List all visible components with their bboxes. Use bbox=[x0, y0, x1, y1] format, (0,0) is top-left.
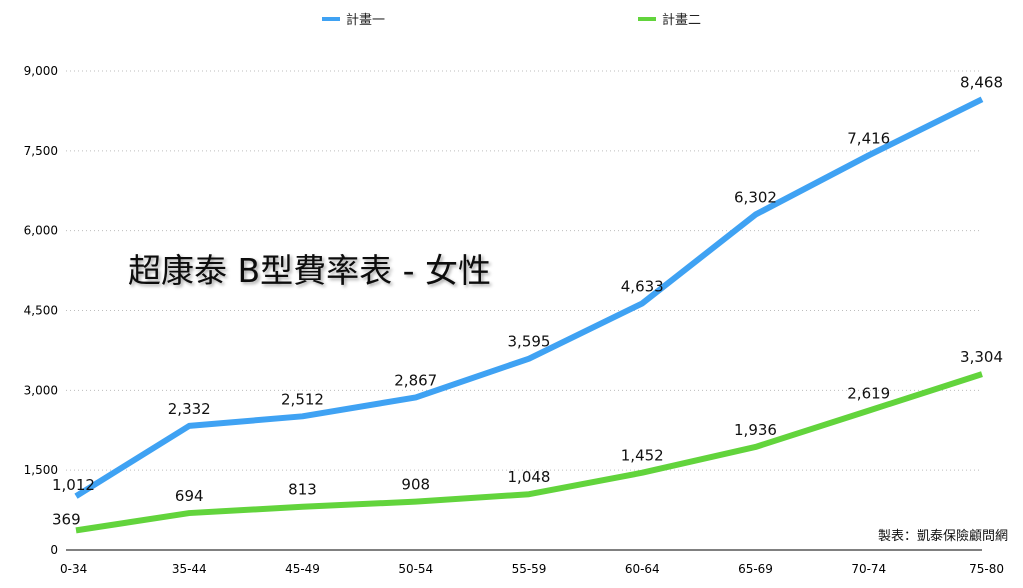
data-label: 2,867 bbox=[394, 371, 437, 389]
data-label: 4,633 bbox=[621, 277, 664, 295]
x-tick-label: 50-54 bbox=[398, 562, 433, 576]
x-tick-label: 65-69 bbox=[738, 562, 773, 576]
x-axis-ticks: 0-34 35-44 45-49 50-54 55-59 60-64 65-69 70-74 7… bbox=[60, 562, 1004, 576]
series-lines bbox=[74, 96, 984, 534]
y-tick-label: 1,500 bbox=[24, 463, 58, 477]
legend-label-2: 計畫二 bbox=[662, 12, 701, 28]
x-tick-label: 55-59 bbox=[512, 562, 547, 576]
x-tick-label: 45-49 bbox=[285, 562, 320, 576]
data-label: 908 bbox=[401, 476, 430, 494]
x-tick-label: 60-64 bbox=[625, 562, 660, 576]
y-tick-label: 6,000 bbox=[24, 224, 58, 238]
chart-title: 超康泰 B型費率表 - 女性 bbox=[128, 251, 491, 290]
data-label: 3,595 bbox=[508, 333, 551, 351]
legend-label-1: 計畫一 bbox=[346, 12, 385, 28]
data-label: 2,512 bbox=[281, 390, 324, 408]
y-tick-label: 7,500 bbox=[24, 144, 58, 158]
data-label: 369 bbox=[52, 510, 81, 528]
data-label: 1,452 bbox=[621, 447, 664, 465]
series-line-2 bbox=[75, 371, 983, 534]
data-label: 1,936 bbox=[734, 421, 777, 439]
legend: 計畫一 計畫二 bbox=[322, 12, 701, 28]
y-tick-label: 9,000 bbox=[24, 64, 58, 78]
data-label: 813 bbox=[288, 481, 317, 499]
x-tick-label: 0-34 bbox=[60, 562, 87, 576]
gridlines bbox=[66, 70, 982, 471]
y-tick-label: 3,000 bbox=[24, 383, 58, 397]
series-line-1 bbox=[74, 96, 984, 499]
data-label: 3,304 bbox=[960, 348, 1003, 366]
data-label: 2,332 bbox=[168, 400, 211, 418]
x-tick-label: 75-80 bbox=[969, 562, 1004, 576]
y-tick-label: 0 bbox=[50, 543, 58, 557]
data-label: 694 bbox=[175, 487, 204, 505]
data-label: 6,302 bbox=[734, 189, 777, 207]
y-axis-ticks: 0 1,500 3,000 4,500 6,000 7,500 9,000 bbox=[24, 64, 58, 557]
data-labels: 1,012 2,332 2,512 2,867 3,595 4,633 6,302 7,416… bbox=[52, 73, 1003, 528]
data-label: 7,416 bbox=[847, 129, 890, 147]
x-tick-label: 70-74 bbox=[851, 562, 886, 576]
x-tick-label: 35-44 bbox=[172, 562, 207, 576]
data-label: 8,468 bbox=[960, 73, 1003, 91]
chart-credit: 製表：凱泰保險顧問網 bbox=[878, 529, 1008, 544]
data-label: 1,012 bbox=[52, 476, 95, 494]
data-label: 1,048 bbox=[508, 468, 551, 486]
y-tick-label: 4,500 bbox=[24, 304, 58, 318]
data-label: 2,619 bbox=[847, 385, 890, 403]
